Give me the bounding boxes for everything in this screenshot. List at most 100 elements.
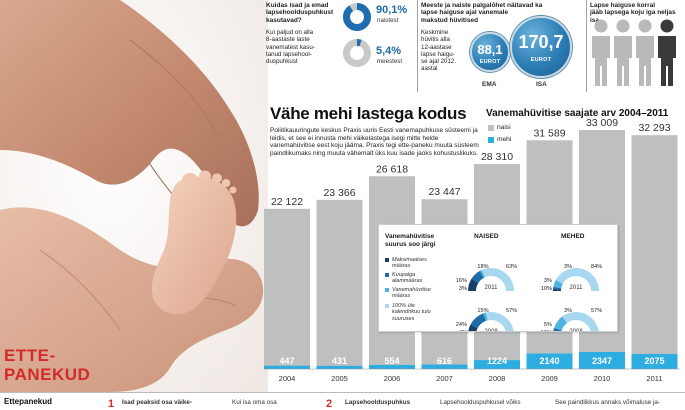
proposal-number: 2 <box>326 398 333 410</box>
panel-divider <box>586 0 587 92</box>
bar-label-men: 554 <box>384 356 399 366</box>
bar-men <box>369 364 415 369</box>
father-icon-head <box>638 19 652 33</box>
bar-women <box>264 208 310 369</box>
inset-legend-label: Vanemahüvitise määras <box>392 287 431 300</box>
inset-legend-swatch <box>385 273 389 277</box>
father-icon <box>636 19 654 86</box>
mother-coin: 88,1 EUROT <box>470 32 510 72</box>
proposals-strip: Ettepanekud 1 Isad peaksid osa väike- Ku… <box>0 392 685 410</box>
legend-label-women: naisi <box>497 124 511 131</box>
recipients-bar-chart: 22 122 447 2004 23 366 431 2005 26 618 554 2006 2… <box>264 117 680 383</box>
usage-subtext-line: duspuhkust <box>266 58 298 66</box>
gauge-label: 84% <box>591 264 602 270</box>
benefit-gauges: 2011 18% 16% 3% 63% 2008 15% 24% 4% 57% 2011 3% 3% 10… <box>456 264 602 331</box>
usage-subtext-line: Kui paljud on alla <box>266 29 314 36</box>
inset-header-women: NAISED <box>474 233 499 240</box>
gauge-segment <box>468 278 479 292</box>
gauge-segment <box>483 312 488 321</box>
x-tick-label: 2004 <box>279 374 296 383</box>
men-pct-label: meestest <box>377 58 403 65</box>
proposal-text: See paindlikkus annaks võimaluse ja- <box>555 399 661 406</box>
gauge-label: 18% <box>477 264 488 270</box>
caption-line-1: ETTE- <box>4 346 56 365</box>
bar-label-women: 28 310 <box>481 151 513 163</box>
compensation-subtext-line: lapse haigu- <box>421 50 455 58</box>
father-icon-body <box>658 36 676 86</box>
compensation-subtext-line: Keskmine <box>421 29 449 36</box>
bar-label-women: 23 366 <box>323 187 355 199</box>
compensation-subtext-line: hüvitis alla <box>421 36 450 44</box>
x-tick-label: 2007 <box>436 374 453 383</box>
x-tick-label: 2011 <box>646 374 662 383</box>
bar-label-men: 2140 <box>539 356 559 366</box>
father-icon-body <box>636 36 654 86</box>
bar-men <box>526 353 573 369</box>
gauge: 2008 15% 24% 4% 57% <box>456 308 517 331</box>
legend-swatch-men <box>488 137 494 143</box>
father-coin-currency: EUROT <box>530 57 552 63</box>
father-icon-head <box>594 19 608 33</box>
hands-illustration <box>0 0 264 392</box>
mother-coin-currency: EUROT <box>479 59 501 65</box>
compensation-subtext-line: aastal <box>421 65 438 73</box>
gauge-label: 5% <box>544 322 552 328</box>
inset-legend-label: Kuupalga alammääras <box>392 272 423 285</box>
inset-legend-label: 100% üle kalendrikuu tulu suuruses <box>392 303 431 322</box>
gauge-label: 3% <box>459 286 467 292</box>
usage-subtext-line: vanematest kasu- <box>266 43 315 51</box>
gauge-label: 16% <box>456 278 467 284</box>
father-icon-head <box>660 19 674 33</box>
bar-label-men: 1224 <box>487 356 507 366</box>
gauge-segment <box>555 268 599 292</box>
inset-title-text: Vanemahüvitise suurus soo järgi <box>385 233 436 248</box>
bar-men <box>631 353 678 369</box>
usage-subtext-line: tanud lapsehool- <box>266 50 312 58</box>
bar-women <box>316 199 363 369</box>
men-pct: 5,4% <box>376 45 402 57</box>
gauge-label: 3% <box>564 264 572 270</box>
x-tick-label: 2006 <box>384 374 401 383</box>
bar-label-men: 447 <box>279 356 294 366</box>
usage-question-line: kasutavad? <box>266 16 302 24</box>
father-label: ISA <box>536 81 547 88</box>
gauge-year: 2008 <box>484 329 498 331</box>
x-tick-label: 2010 <box>594 374 611 383</box>
gauge-year: 2011 <box>485 285 499 291</box>
gauge: 2011 18% 16% 3% 63% <box>456 264 517 292</box>
compensation-subtext-line: 12-aastase <box>421 43 452 51</box>
fathers-icon-row <box>592 19 676 86</box>
inset-title: Vanemahüvitise suurus soo järgi <box>385 233 455 249</box>
legend-swatch-women <box>488 125 494 131</box>
inset-header-men: MEHED <box>561 233 585 240</box>
bar-label-women: 31 589 <box>533 127 565 139</box>
gauge-label: 15% <box>477 308 488 314</box>
legend-label-men: mehi <box>497 136 512 143</box>
gauge-segment <box>479 269 486 278</box>
gauge-segment <box>553 327 562 331</box>
hands-photo: ETTE- PANEKUD <box>0 0 268 392</box>
inset-legend-swatch <box>385 258 389 262</box>
gauge-label: 4% <box>459 330 467 331</box>
women-pct-label: naistest <box>377 17 399 24</box>
usage-subtext: Kui paljud on alla 8-aastaste laste vane… <box>266 29 344 65</box>
proposal-number: 1 <box>108 398 115 410</box>
sick-child-question: Lapse haiguse korral jääb lapsega koju i… <box>590 2 685 24</box>
gauge-label: 16% <box>541 330 552 331</box>
bar-men <box>421 364 468 369</box>
bar-label-women: 23 447 <box>428 186 460 198</box>
inset-legend-swatch <box>385 288 389 292</box>
gauge-label: 57% <box>506 308 517 314</box>
compensation-question-line: lapse haiguse ajal vanemale <box>421 9 509 17</box>
inset-legend-swatch <box>385 304 389 308</box>
usage-question: Kuidas isad ja emad lapsehoolduspuhkust … <box>266 2 344 24</box>
gauge-year: 2008 <box>569 329 583 331</box>
gauge-segment <box>468 324 478 331</box>
compensation-question: Meeste ja naiste palgalõhet näitavad ka … <box>421 2 585 24</box>
mother-coin-value: 88,1 <box>477 42 503 57</box>
inset-legend-label: Maksimaalses määras <box>392 257 427 270</box>
panel-divider <box>417 0 418 92</box>
x-tick-label: 2005 <box>331 374 348 383</box>
proposal-text: Lapsehoolduspuhkus <box>345 399 411 406</box>
bar-women <box>631 135 678 369</box>
